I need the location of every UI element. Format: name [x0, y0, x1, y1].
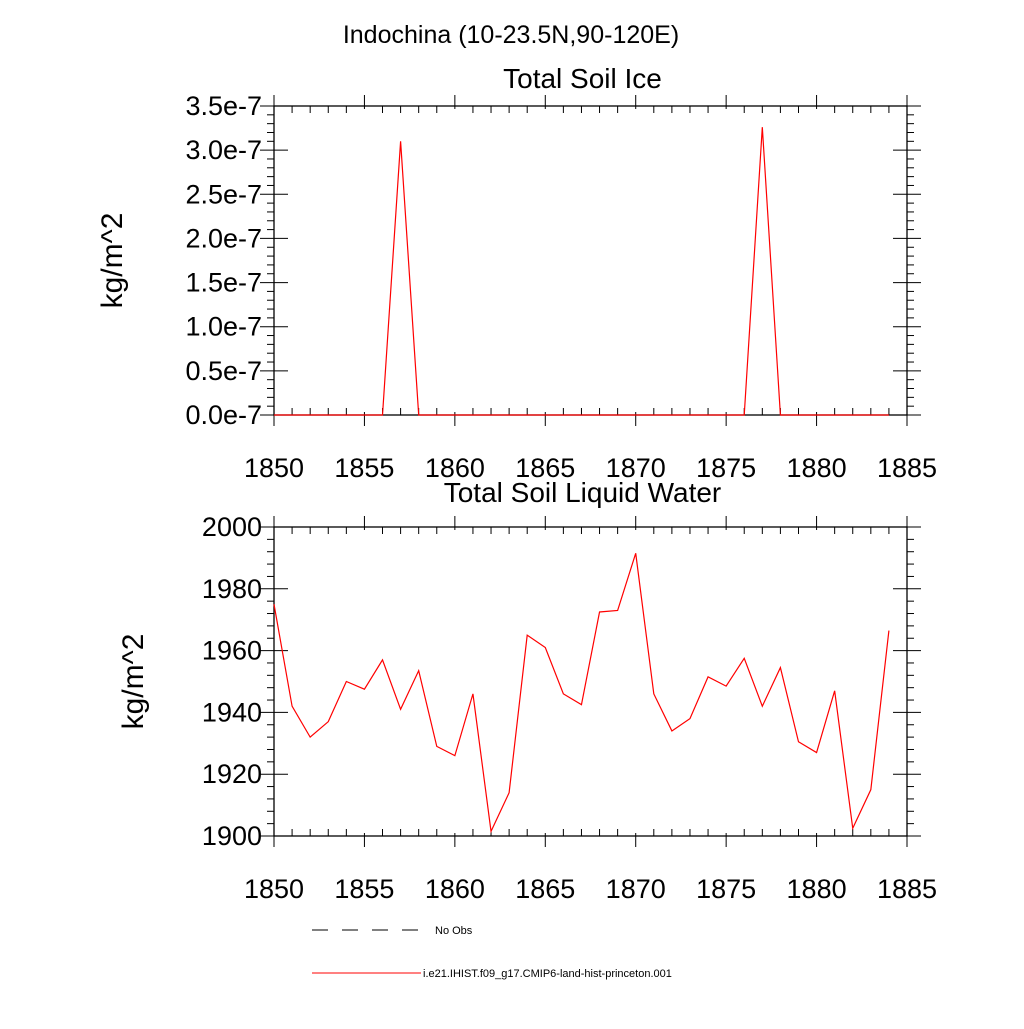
x-tick-label: 1865 — [515, 453, 575, 483]
chart-title: Total Soil Liquid Water — [444, 477, 722, 508]
x-tick-label: 1855 — [334, 874, 394, 904]
legend: No Obs i.e21.IHIST.f09_g17.CMIP6-land-his… — [312, 925, 672, 980]
x-tick-label: 1880 — [787, 874, 847, 904]
chart-panel-2: Total Soil Liquid Water kg/m^2 1850 1855 186… — [117, 477, 937, 904]
y-tick-label: 1960 — [202, 636, 262, 666]
y-tick-label: 1.5e-7 — [185, 268, 262, 298]
chart-title: Total Soil Ice — [503, 63, 662, 94]
x-tick-label: 1880 — [787, 453, 847, 483]
y-tick-label: 1940 — [202, 697, 262, 727]
y-tick-label: 0.0e-7 — [185, 400, 262, 430]
y-axis-label: kg/m^2 — [96, 213, 129, 309]
series-line — [273, 553, 890, 834]
x-tick-label: 1870 — [606, 874, 666, 904]
x-tick-label: 1855 — [334, 453, 394, 483]
y-tick-label: 2000 — [202, 512, 262, 542]
y-tick-label: 3.0e-7 — [185, 135, 262, 165]
plot-frame — [273, 526, 908, 837]
y-tick-label: 2.5e-7 — [185, 179, 262, 209]
x-tick-label: 1865 — [515, 874, 575, 904]
y-axis-label: kg/m^2 — [117, 634, 150, 730]
x-tick-label: 1885 — [877, 453, 937, 483]
x-tick-label: 1860 — [425, 874, 485, 904]
x-tick-label: 1860 — [425, 453, 485, 483]
legend-label: i.e21.IHIST.f09_g17.CMIP6-land-hist-prin… — [423, 968, 672, 980]
x-tick-label: 1850 — [244, 874, 304, 904]
x-tick-label: 1875 — [696, 453, 756, 483]
y-tick-label: 2.0e-7 — [185, 223, 262, 253]
figure-suptitle: Indochina (10-23.5N,90-120E) — [343, 21, 679, 49]
series-line — [274, 127, 889, 416]
x-tick-label: 1850 — [244, 453, 304, 483]
x-tick-label: 1885 — [877, 874, 937, 904]
y-tick-label: 1920 — [202, 759, 262, 789]
y-tick-label: 1.0e-7 — [185, 312, 262, 342]
x-tick-label: 1870 — [606, 453, 666, 483]
y-tick-label: 1980 — [202, 574, 262, 604]
x-tick-label: 1875 — [696, 874, 756, 904]
chart-panel-1: Total Soil Ice kg/m^2 1850 1855 1860 1865 1870… — [96, 63, 937, 483]
y-tick-label: 3.5e-7 — [185, 91, 262, 121]
legend-label: No Obs — [435, 925, 473, 937]
y-tick-label: 0.5e-7 — [185, 356, 262, 386]
y-tick-label: 1900 — [202, 821, 262, 851]
